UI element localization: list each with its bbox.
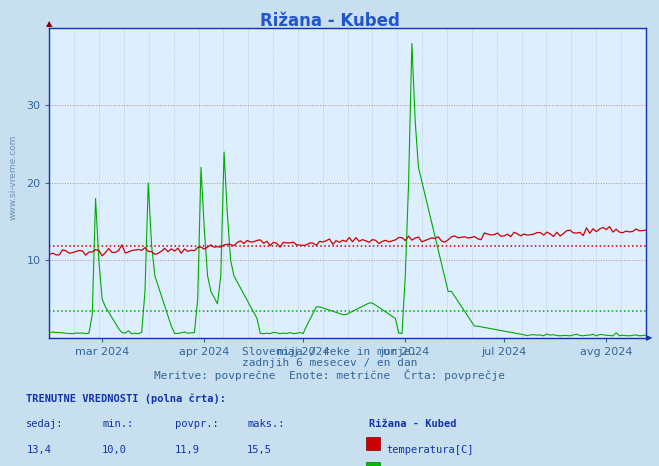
Text: povpr.:: povpr.:: [175, 419, 218, 429]
Text: Meritve: povprečne  Enote: metrične  Črta: povprečje: Meritve: povprečne Enote: metrične Črta:…: [154, 369, 505, 381]
Text: temperatura[C]: temperatura[C]: [387, 445, 474, 455]
Text: Rižana - Kubed: Rižana - Kubed: [260, 12, 399, 30]
Text: sedaj:: sedaj:: [26, 419, 64, 429]
Text: 13,4: 13,4: [26, 445, 51, 455]
Text: Slovenija / reke in morje.: Slovenija / reke in morje.: [242, 347, 417, 357]
Text: maks.:: maks.:: [247, 419, 285, 429]
Text: zadnjih 6 mesecev / en dan: zadnjih 6 mesecev / en dan: [242, 358, 417, 368]
Text: TRENUTNE VREDNOSTI (polna črta):: TRENUTNE VREDNOSTI (polna črta):: [26, 394, 226, 404]
Text: ▲: ▲: [46, 19, 53, 28]
Text: min.:: min.:: [102, 419, 133, 429]
Text: 15,5: 15,5: [247, 445, 272, 455]
Text: ▶: ▶: [646, 333, 652, 343]
Text: www.si-vreme.com: www.si-vreme.com: [9, 134, 18, 220]
Text: 10,0: 10,0: [102, 445, 127, 455]
Text: 11,9: 11,9: [175, 445, 200, 455]
Text: Rižana - Kubed: Rižana - Kubed: [369, 419, 457, 429]
